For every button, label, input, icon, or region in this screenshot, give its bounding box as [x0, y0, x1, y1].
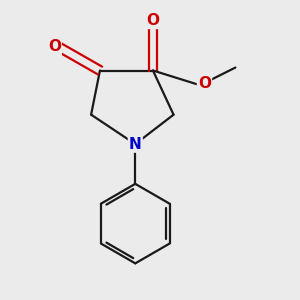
Text: O: O: [146, 13, 159, 28]
Text: O: O: [198, 76, 211, 91]
Text: N: N: [129, 136, 142, 152]
Text: O: O: [48, 39, 61, 54]
